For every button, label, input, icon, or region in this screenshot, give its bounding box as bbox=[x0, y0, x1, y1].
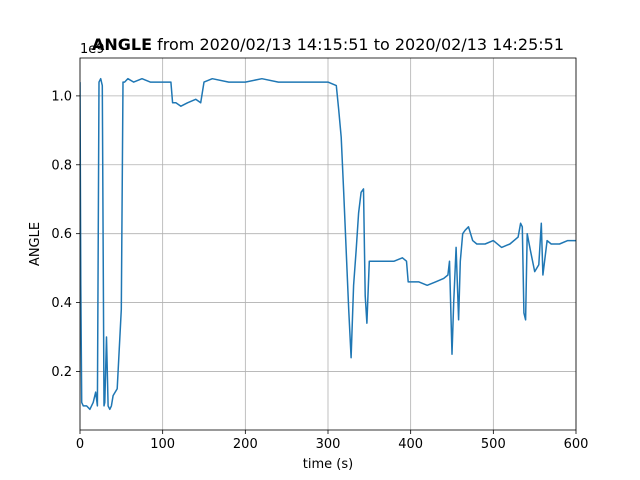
y-axis-label: ANGLE bbox=[28, 222, 43, 266]
x-tick-label: 500 bbox=[481, 437, 506, 452]
y-tick-label: 0.8 bbox=[51, 158, 72, 173]
x-tick-label: 0 bbox=[76, 437, 84, 452]
x-tick-label: 400 bbox=[398, 437, 423, 452]
chart-title-variable: ANGLE bbox=[92, 35, 152, 54]
x-axis-label: time (s) bbox=[303, 457, 353, 472]
x-tick-label: 200 bbox=[233, 437, 258, 452]
y-tick-label: 1.0 bbox=[51, 89, 72, 104]
chart-title-range: from 2020/02/13 14:15:51 to 2020/02/13 1… bbox=[152, 35, 564, 54]
chart-title: ANGLE from 2020/02/13 14:15:51 to 2020/0… bbox=[92, 35, 564, 54]
y-axis: 0.2 0.4 0.6 0.8 1.0 bbox=[51, 89, 80, 380]
y-tick-label: 0.4 bbox=[51, 296, 72, 311]
y-tick-label: 0.2 bbox=[51, 365, 72, 380]
x-tick-label: 600 bbox=[564, 437, 589, 452]
y-offset-text: 1e9 bbox=[80, 42, 105, 57]
x-tick-label: 300 bbox=[316, 437, 341, 452]
angle-series-line bbox=[80, 77, 576, 411]
x-tick-label: 100 bbox=[150, 437, 175, 452]
x-axis: 0 100 200 300 400 500 600 bbox=[76, 430, 589, 452]
grid-lines bbox=[79, 58, 577, 430]
y-tick-label: 0.6 bbox=[51, 227, 72, 242]
